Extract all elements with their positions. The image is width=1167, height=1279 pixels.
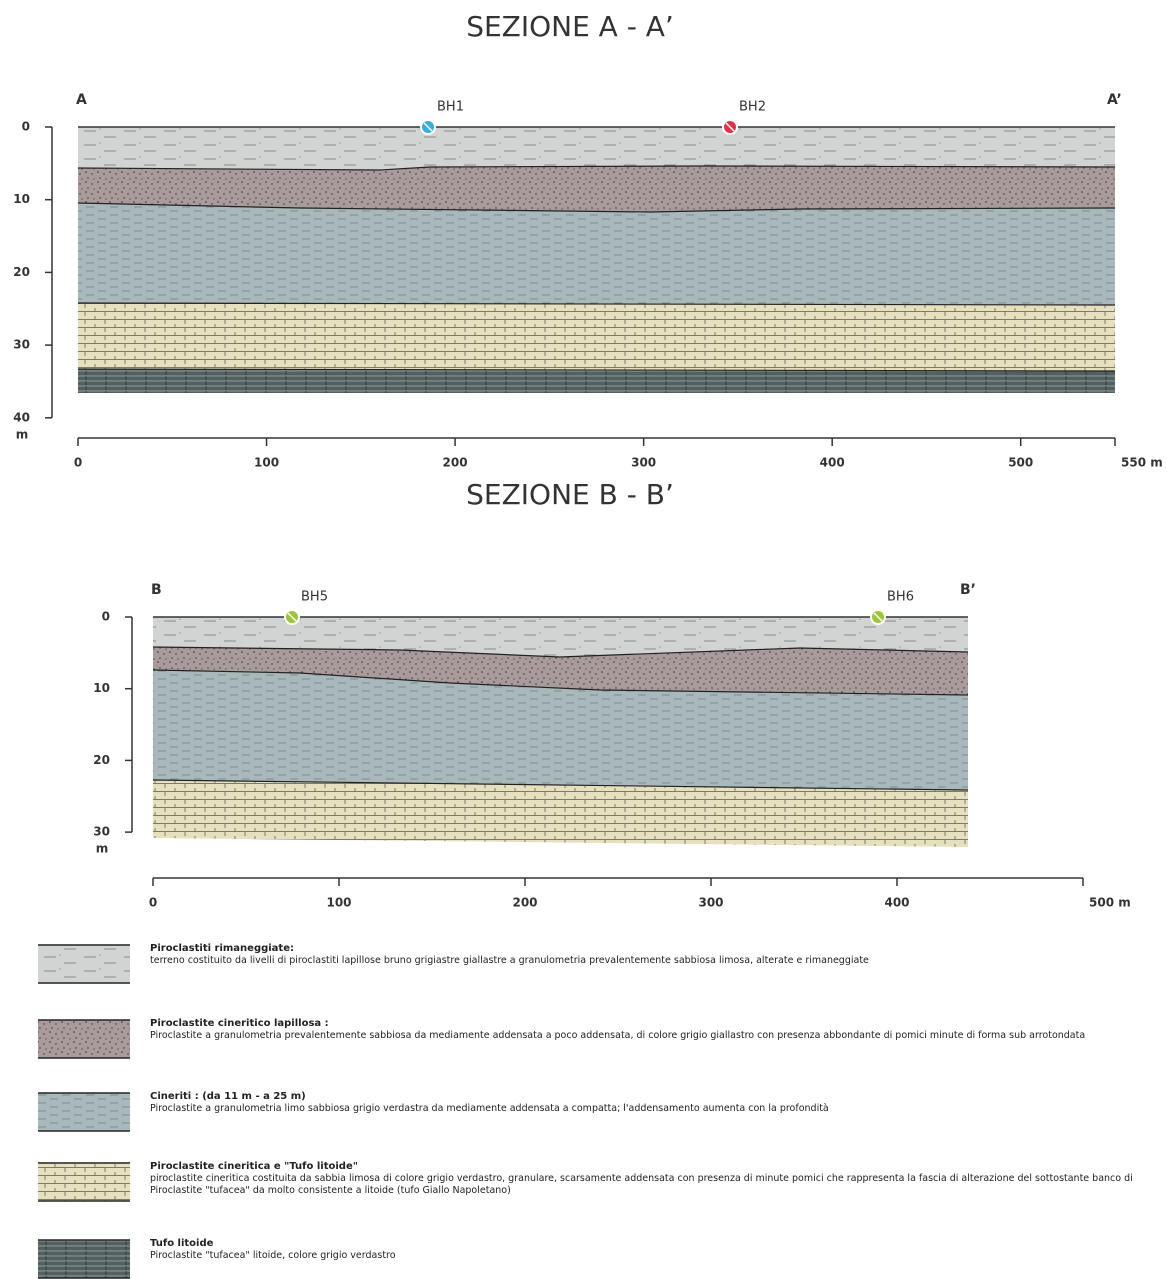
legend-description: piroclastite cineritica costituita da sa… (150, 1173, 1133, 1196)
legend-entry: Cineriti : (da 11 m - a 25 m)Piroclastit… (150, 1091, 1155, 1115)
borehole-label: BH2 (739, 100, 766, 115)
depth-tick-label: 30 (93, 825, 110, 839)
distance-tick-label: 300 (698, 896, 723, 910)
distance-tick-label: 500 (1008, 456, 1033, 470)
depth-tick-label: 0 (102, 610, 110, 624)
depth-tick-label: 20 (13, 265, 30, 279)
layer (78, 127, 1115, 170)
legend-title: Tufo litoide (150, 1238, 1155, 1250)
legend-description: terreno costituito da livelli di pirocla… (150, 955, 869, 966)
distance-tick-label: 200 (512, 896, 537, 910)
layer (78, 166, 1115, 212)
section-title: SEZIONE A - A’ (466, 10, 674, 43)
depth-tick-label: 0 (22, 120, 30, 134)
legend-swatch (38, 1240, 130, 1278)
diagram: SEZIONE A - A’ SEZIONE B - B’ A A’ BH1 BH2 0… (0, 0, 1167, 1279)
section-end-label: B (151, 582, 162, 598)
depth-tick-label: 20 (93, 753, 110, 767)
depth-tick-label: 10 (93, 681, 110, 695)
legend-swatch (38, 1163, 130, 1201)
legend-entry: Piroclastite cineritico lapillosa :Piroc… (150, 1018, 1155, 1042)
borehole-label: BH6 (887, 590, 914, 605)
legend-entry: Piroclastiti rimaneggiate:terreno costit… (150, 943, 1155, 967)
depth-tick-label: 40 (13, 410, 30, 424)
depth-tick-label: 10 (13, 192, 30, 206)
distance-tick-label: 400 (820, 456, 845, 470)
legend-description: Piroclastite a granulometria prevalentem… (150, 1030, 1085, 1041)
distance-tick-label: 200 (443, 456, 468, 470)
legend-swatch (38, 1020, 130, 1058)
distance-tick-label: 0 (74, 456, 82, 470)
distance-tick-label: 0 (149, 896, 157, 910)
distance-tick-label: 550 m (1121, 456, 1163, 470)
section-end-label: A’ (1107, 92, 1122, 108)
depth-unit: m (16, 427, 29, 441)
layer (153, 780, 968, 847)
depth-unit: m (96, 842, 109, 856)
depth-tick-label: 30 (13, 338, 30, 352)
distance-tick-label: 500 m (1089, 896, 1131, 910)
layer (78, 369, 1115, 393)
distance-tick-label: 400 (884, 896, 909, 910)
section-end-label: B’ (960, 582, 976, 598)
legend-description: Piroclastite "tufacea" litoide, colore g… (150, 1250, 396, 1261)
legend-swatch (38, 1093, 130, 1131)
legend-title: Cineriti : (da 11 m - a 25 m) (150, 1091, 1155, 1103)
layer (78, 203, 1115, 305)
borehole-label: BH5 (301, 590, 328, 605)
section-end-label: A (76, 92, 87, 108)
legend-swatch (38, 945, 130, 983)
legend-entry: Piroclastite cineritica e "Tufo litoide"… (150, 1161, 1155, 1197)
distance-tick-label: 300 (631, 456, 656, 470)
layer (78, 303, 1115, 371)
legend-title: Piroclastite cineritico lapillosa : (150, 1018, 1155, 1030)
legend-description: Piroclastite a granulometria limo sabbio… (150, 1103, 829, 1114)
borehole-label: BH1 (437, 100, 464, 115)
legend-title: Piroclastiti rimaneggiate: (150, 943, 1155, 955)
page: SEZIONE A - A’ SEZIONE B - B’ A A’ BH1 BH2 0… (0, 0, 1167, 1279)
distance-tick-label: 100 (326, 896, 351, 910)
legend-title: Piroclastite cineritica e "Tufo litoide" (150, 1161, 1155, 1173)
distance-tick-label: 100 (254, 456, 279, 470)
section-title: SEZIONE B - B’ (466, 478, 674, 511)
